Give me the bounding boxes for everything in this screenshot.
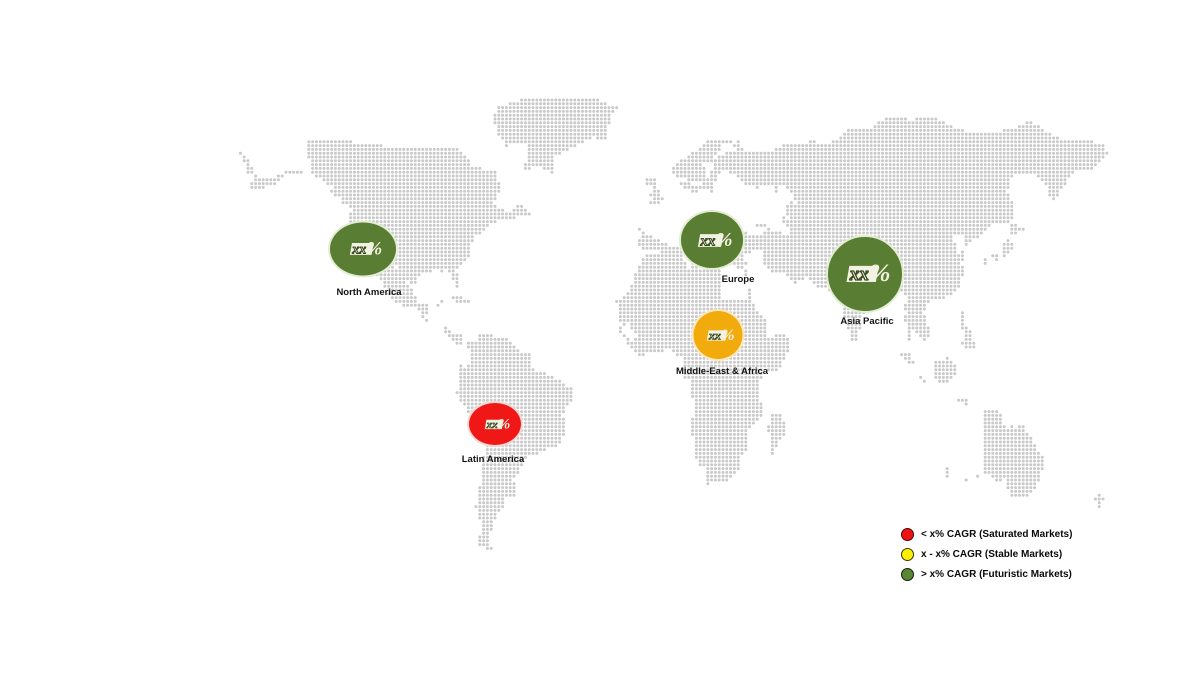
svg-text:%: %	[721, 326, 734, 344]
svg-text:xx: xx	[485, 419, 498, 431]
svg-text:xx: xx	[849, 264, 870, 285]
svg-text:%: %	[715, 229, 732, 251]
svg-text:xx: xx	[707, 328, 720, 342]
svg-text:%: %	[366, 238, 382, 259]
svg-text:xx: xx	[351, 243, 366, 258]
svg-text:%: %	[869, 258, 890, 287]
svg-text:xx: xx	[699, 233, 716, 249]
svg-text:%: %	[497, 416, 509, 432]
